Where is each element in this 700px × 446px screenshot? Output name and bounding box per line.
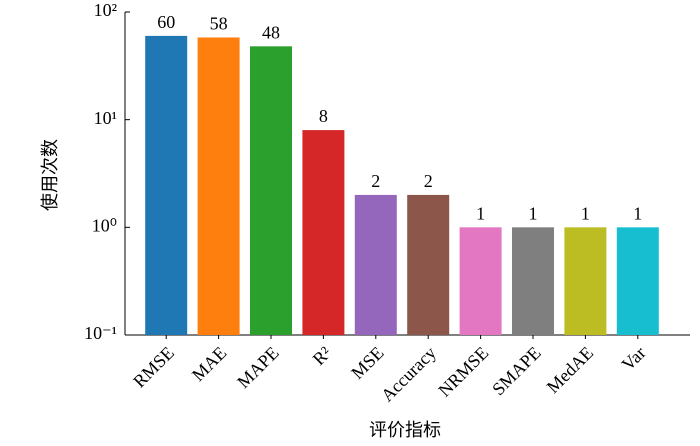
- y-tick-label: 10²: [94, 0, 117, 20]
- x-tick-label: R²: [309, 343, 335, 369]
- x-tick-label: MedAE: [543, 343, 597, 397]
- x-tick-label: MSE: [347, 343, 387, 383]
- bar: [564, 227, 607, 335]
- x-tick-label: MAPE: [233, 343, 283, 393]
- x-tick-label: NRMSE: [434, 343, 492, 401]
- value-label: 1: [529, 203, 538, 223]
- value-label: 60: [157, 12, 175, 32]
- bar: [354, 194, 397, 335]
- value-label: 1: [476, 203, 485, 223]
- x-tick-label: SMAPE: [488, 343, 545, 400]
- bar: [302, 130, 345, 335]
- x-tick-label: Accuracy: [377, 343, 440, 406]
- value-label: 1: [581, 203, 590, 223]
- y-tick-label: 10⁰: [92, 215, 117, 235]
- bar: [459, 227, 502, 335]
- x-tick-label: Var: [618, 343, 650, 375]
- value-label: 48: [262, 22, 280, 42]
- value-label: 58: [210, 14, 228, 34]
- bar: [250, 46, 292, 335]
- value-label: 1: [633, 203, 642, 223]
- bar: [407, 194, 450, 335]
- x-tick-label: RMSE: [129, 343, 178, 392]
- bar: [145, 35, 188, 336]
- bar: [512, 227, 554, 335]
- y-axis-label: 使用次数: [40, 139, 60, 211]
- bar: [197, 37, 240, 336]
- value-label: 8: [319, 106, 328, 126]
- value-label: 2: [371, 171, 380, 191]
- value-label: 2: [424, 171, 433, 191]
- x-axis-label: 评价指标: [369, 420, 441, 440]
- bar: [616, 227, 659, 335]
- x-tick-label: MAE: [188, 343, 230, 385]
- y-tick-label: 10⁻¹: [84, 323, 117, 343]
- y-tick-label: 10¹: [94, 108, 117, 128]
